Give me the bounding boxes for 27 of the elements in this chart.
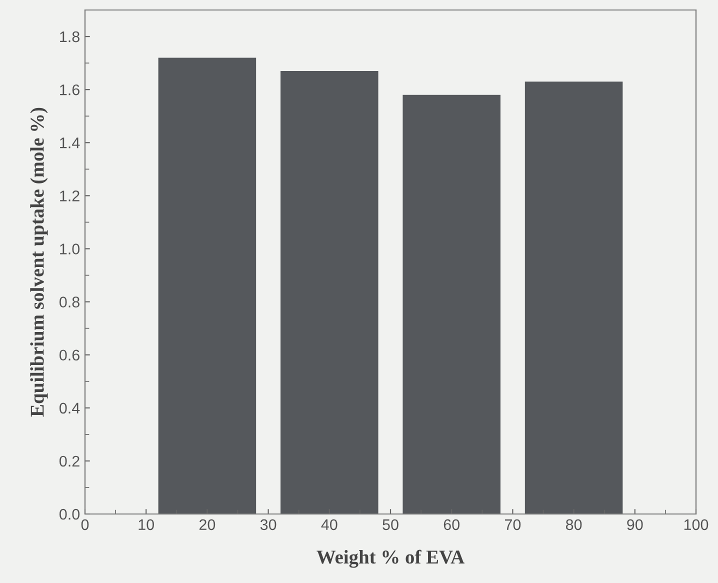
y-tick-label: 0.2 [60,456,80,467]
x-tick-label: 90 [627,519,643,530]
y-tick-label: 1.8 [60,31,80,42]
x-tick-label: 60 [444,519,460,530]
bar [158,58,256,514]
x-tick-label: 0 [81,519,89,530]
x-axis-title: Weight % of EVA [316,550,464,568]
y-axis-title: Equilibrium solvent uptake (mole %) [30,108,48,417]
x-tick-label: 10 [138,519,154,530]
x-tick-label: 40 [321,519,338,530]
x-tick-label: 100 [684,519,708,530]
y-tick-label: 0.4 [60,402,80,414]
x-tick-label: 80 [566,519,582,530]
y-tick-label: 1.0 [60,244,80,254]
y-tick-label: 1.6 [60,84,80,96]
y-tick-label: 0.0 [60,508,80,520]
x-tick-label: 30 [260,519,276,530]
bar [402,94,500,514]
x-tick-label: 20 [199,519,216,530]
bar [524,82,623,514]
y-tick-label: 1.2 [60,190,80,202]
y-tick-label: 0.6 [60,350,80,361]
x-tick-label: 70 [504,519,521,530]
y-tick-label: 1.4 [60,138,80,148]
bar [280,71,378,514]
x-tick-label: 50 [382,519,398,530]
y-tick-label: 0.8 [60,296,80,308]
